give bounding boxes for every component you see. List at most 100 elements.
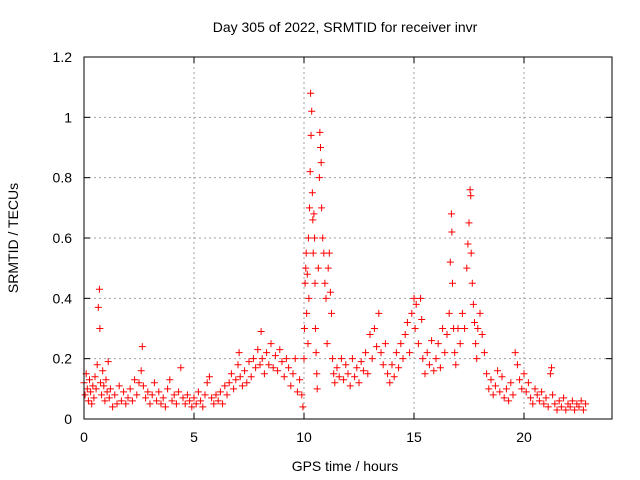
data-point (408, 309, 416, 317)
data-point (172, 400, 180, 408)
data-point (257, 328, 265, 336)
data-point (260, 370, 268, 378)
data-point (419, 355, 427, 363)
data-point (496, 388, 504, 396)
data-point (478, 331, 486, 339)
data-point (321, 279, 329, 287)
data-point (318, 204, 326, 212)
data-point (86, 376, 93, 384)
data-point (494, 367, 502, 375)
data-point (443, 331, 451, 339)
data-point (301, 279, 309, 287)
data-point (155, 388, 163, 396)
data-point (84, 397, 92, 405)
data-point (234, 361, 242, 369)
data-point (91, 373, 99, 381)
data-point (566, 403, 574, 411)
y-tick-label: 0.4 (53, 290, 73, 306)
data-point (414, 340, 422, 348)
x-tick-label: 10 (296, 429, 312, 445)
data-point (500, 394, 508, 402)
data-point (333, 364, 341, 372)
data-point (441, 349, 449, 357)
data-point (296, 376, 304, 384)
data-point (351, 373, 359, 381)
data-point (513, 361, 521, 369)
data-point (300, 355, 308, 363)
data-point (411, 325, 419, 332)
x-tick-label: 0 (80, 429, 88, 445)
data-point (467, 192, 475, 200)
y-tick-label: 1 (64, 109, 72, 125)
data-point (324, 264, 332, 272)
data-point (452, 361, 460, 369)
data-point (386, 379, 394, 387)
data-point (305, 294, 313, 302)
data-point (509, 391, 517, 399)
data-point (197, 397, 205, 405)
data-point (491, 382, 499, 390)
data-point (434, 340, 442, 348)
data-point (302, 264, 310, 272)
data-point (449, 279, 456, 287)
data-point (355, 379, 363, 387)
data-point (304, 340, 312, 348)
data-point (340, 376, 348, 384)
data-point (381, 340, 389, 348)
data-point (555, 397, 563, 405)
y-axis-label: SRMTID / TECUs (5, 183, 21, 293)
data-point (115, 382, 123, 390)
data-point (122, 400, 130, 408)
data-point (533, 391, 541, 399)
data-point (205, 373, 213, 381)
data-point (212, 391, 220, 399)
data-point (430, 367, 438, 375)
data-point (138, 343, 146, 351)
data-point (507, 379, 515, 387)
data-point (373, 343, 381, 351)
data-point (473, 355, 481, 363)
data-point (323, 340, 331, 348)
data-point (464, 240, 472, 248)
data-point (92, 385, 100, 393)
data-point (344, 370, 352, 378)
data-point (98, 391, 106, 399)
data-point (461, 325, 469, 332)
y-tick-label: 0.6 (53, 230, 73, 246)
data-point (94, 303, 102, 311)
data-point (342, 361, 350, 369)
data-point (326, 288, 334, 296)
data-point (159, 394, 167, 402)
data-point (302, 249, 310, 257)
data-point (175, 388, 183, 396)
y-tick-label: 0.8 (53, 170, 73, 186)
data-point (328, 309, 335, 317)
data-point (540, 400, 548, 408)
data-point (458, 309, 466, 317)
data-point (412, 300, 420, 308)
data-point (236, 373, 244, 381)
data-point (139, 382, 147, 390)
data-point (362, 349, 370, 357)
data-point (135, 379, 143, 387)
data-point (230, 385, 238, 393)
data-point (406, 349, 414, 357)
data-point (322, 294, 330, 302)
data-point (353, 364, 361, 372)
data-point (311, 234, 319, 242)
data-point (208, 394, 216, 402)
data-point (522, 388, 530, 396)
data-point (100, 382, 108, 390)
data-point (113, 400, 121, 408)
data-point (456, 340, 464, 348)
data-point (303, 270, 311, 278)
data-point (410, 294, 418, 302)
data-point (577, 397, 585, 405)
data-point (476, 309, 484, 317)
data-point (303, 309, 311, 317)
data-point (309, 216, 317, 224)
data-point (210, 400, 218, 408)
data-point (300, 325, 308, 332)
data-point (310, 210, 318, 218)
data-point (469, 300, 477, 308)
